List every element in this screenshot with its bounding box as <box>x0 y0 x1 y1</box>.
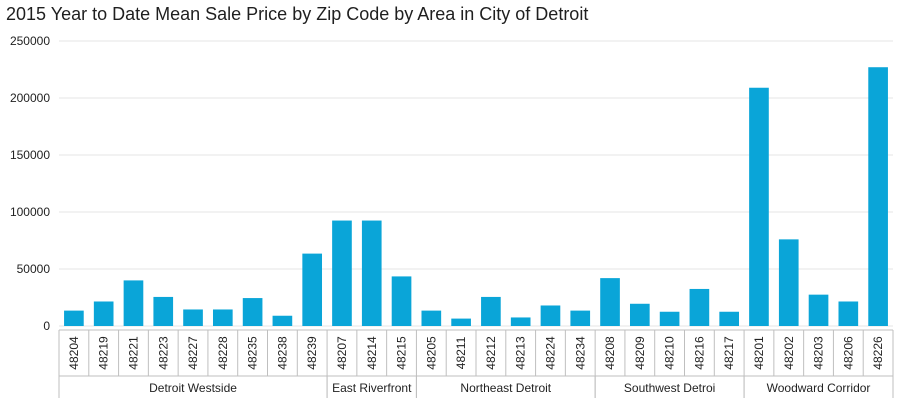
x-tick-label: 48204 <box>67 336 81 370</box>
bar-48215 <box>391 276 412 326</box>
y-tick-label: 200000 <box>10 91 50 105</box>
x-tick-label: 48213 <box>514 336 528 370</box>
bar-48205 <box>421 310 442 326</box>
bar-48214 <box>361 220 382 326</box>
bar-48239 <box>302 253 323 326</box>
x-tick-label: 48202 <box>782 336 796 370</box>
x-tick-label: 48238 <box>275 336 289 370</box>
x-tick-label: 48208 <box>603 336 617 370</box>
x-tick-label: 48226 <box>871 336 885 370</box>
y-tick-label: 250000 <box>10 34 50 48</box>
bar-48228 <box>212 309 233 326</box>
bar-48217 <box>719 311 740 326</box>
x-tick-label: 48239 <box>305 336 319 370</box>
x-tick-label: 48228 <box>216 336 230 370</box>
bar-48212 <box>481 296 501 326</box>
bar-48226 <box>868 67 888 326</box>
x-tick-label: 48215 <box>395 336 409 370</box>
bar-48211 <box>451 318 471 326</box>
bars <box>64 67 888 327</box>
group-label: Woodward Corridor <box>767 381 871 395</box>
bar-48219 <box>93 301 114 326</box>
y-tick-label: 0 <box>43 319 50 333</box>
bar-48227 <box>183 309 203 326</box>
x-tick-label: 48201 <box>752 336 766 370</box>
y-axis-ticks: 0 50000 100000 150000 200000 250000 <box>10 34 50 333</box>
x-tick-label: 48217 <box>722 336 736 370</box>
x-tick-label: 48209 <box>633 336 647 370</box>
bar-48235 <box>242 298 263 326</box>
x-tick-label: 48224 <box>543 336 557 370</box>
bar-48208 <box>600 278 620 326</box>
bar-48234 <box>570 310 591 326</box>
x-tick-label: 48223 <box>156 336 170 370</box>
x-tick-label: 48219 <box>97 336 111 370</box>
bar-48209 <box>629 303 650 326</box>
group-label: East Riverfront <box>332 381 412 395</box>
bar-48224 <box>540 305 561 326</box>
x-tick-label: 48211 <box>454 336 468 369</box>
bar-48210 <box>659 311 680 326</box>
y-tick-label: 100000 <box>10 205 50 219</box>
bar-48202 <box>778 239 799 326</box>
x-tick-label: 48206 <box>841 336 855 370</box>
x-tick-label: 48212 <box>484 336 498 370</box>
x-tick-label: 48210 <box>663 336 677 370</box>
bar-48223 <box>153 296 174 326</box>
x-tick-label: 48234 <box>573 336 587 370</box>
x-tick-label: 48205 <box>424 336 438 370</box>
bar-48213 <box>510 317 531 326</box>
x-axis-ticks: 48204 48219 48221 48223 48227 48228 48235 48238… <box>58 329 894 376</box>
x-tick-label: 48214 <box>365 336 379 370</box>
bar-48207 <box>332 220 352 326</box>
group-axis: Detroit Westside East Riverfront Northeast… <box>58 375 894 398</box>
bar-48216 <box>689 288 710 326</box>
bar-48203 <box>808 294 829 326</box>
x-tick-label: 48227 <box>186 336 200 370</box>
group-label: Detroit Westside <box>149 381 237 395</box>
chart-title: 2015 Year to Date Mean Sale Price by Zip… <box>6 4 589 24</box>
group-label: Southwest Detroi <box>624 381 715 395</box>
bar-48204 <box>64 310 84 326</box>
y-tick-label: 50000 <box>17 262 51 276</box>
x-tick-label: 48221 <box>126 336 140 370</box>
bar-48206 <box>838 301 859 326</box>
bar-48238 <box>272 315 293 326</box>
y-tick-label: 150000 <box>10 148 50 162</box>
x-tick-label: 48203 <box>812 336 826 370</box>
bar-48221 <box>123 280 144 326</box>
x-tick-label: 48235 <box>246 336 260 370</box>
x-tick-label: 48216 <box>692 336 706 370</box>
group-label: Northeast Detroit <box>460 381 551 395</box>
bar-48201 <box>749 87 769 327</box>
x-tick-label: 48207 <box>335 336 349 370</box>
